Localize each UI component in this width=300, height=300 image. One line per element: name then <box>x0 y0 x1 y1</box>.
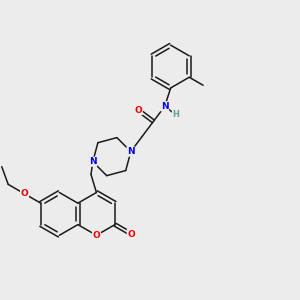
Text: N: N <box>127 147 135 156</box>
Text: O: O <box>128 230 135 238</box>
Text: O: O <box>92 231 100 240</box>
Text: N: N <box>89 157 97 166</box>
Text: O: O <box>21 189 28 198</box>
Text: O: O <box>134 106 142 115</box>
Text: H: H <box>172 110 179 119</box>
Text: N: N <box>161 102 169 111</box>
